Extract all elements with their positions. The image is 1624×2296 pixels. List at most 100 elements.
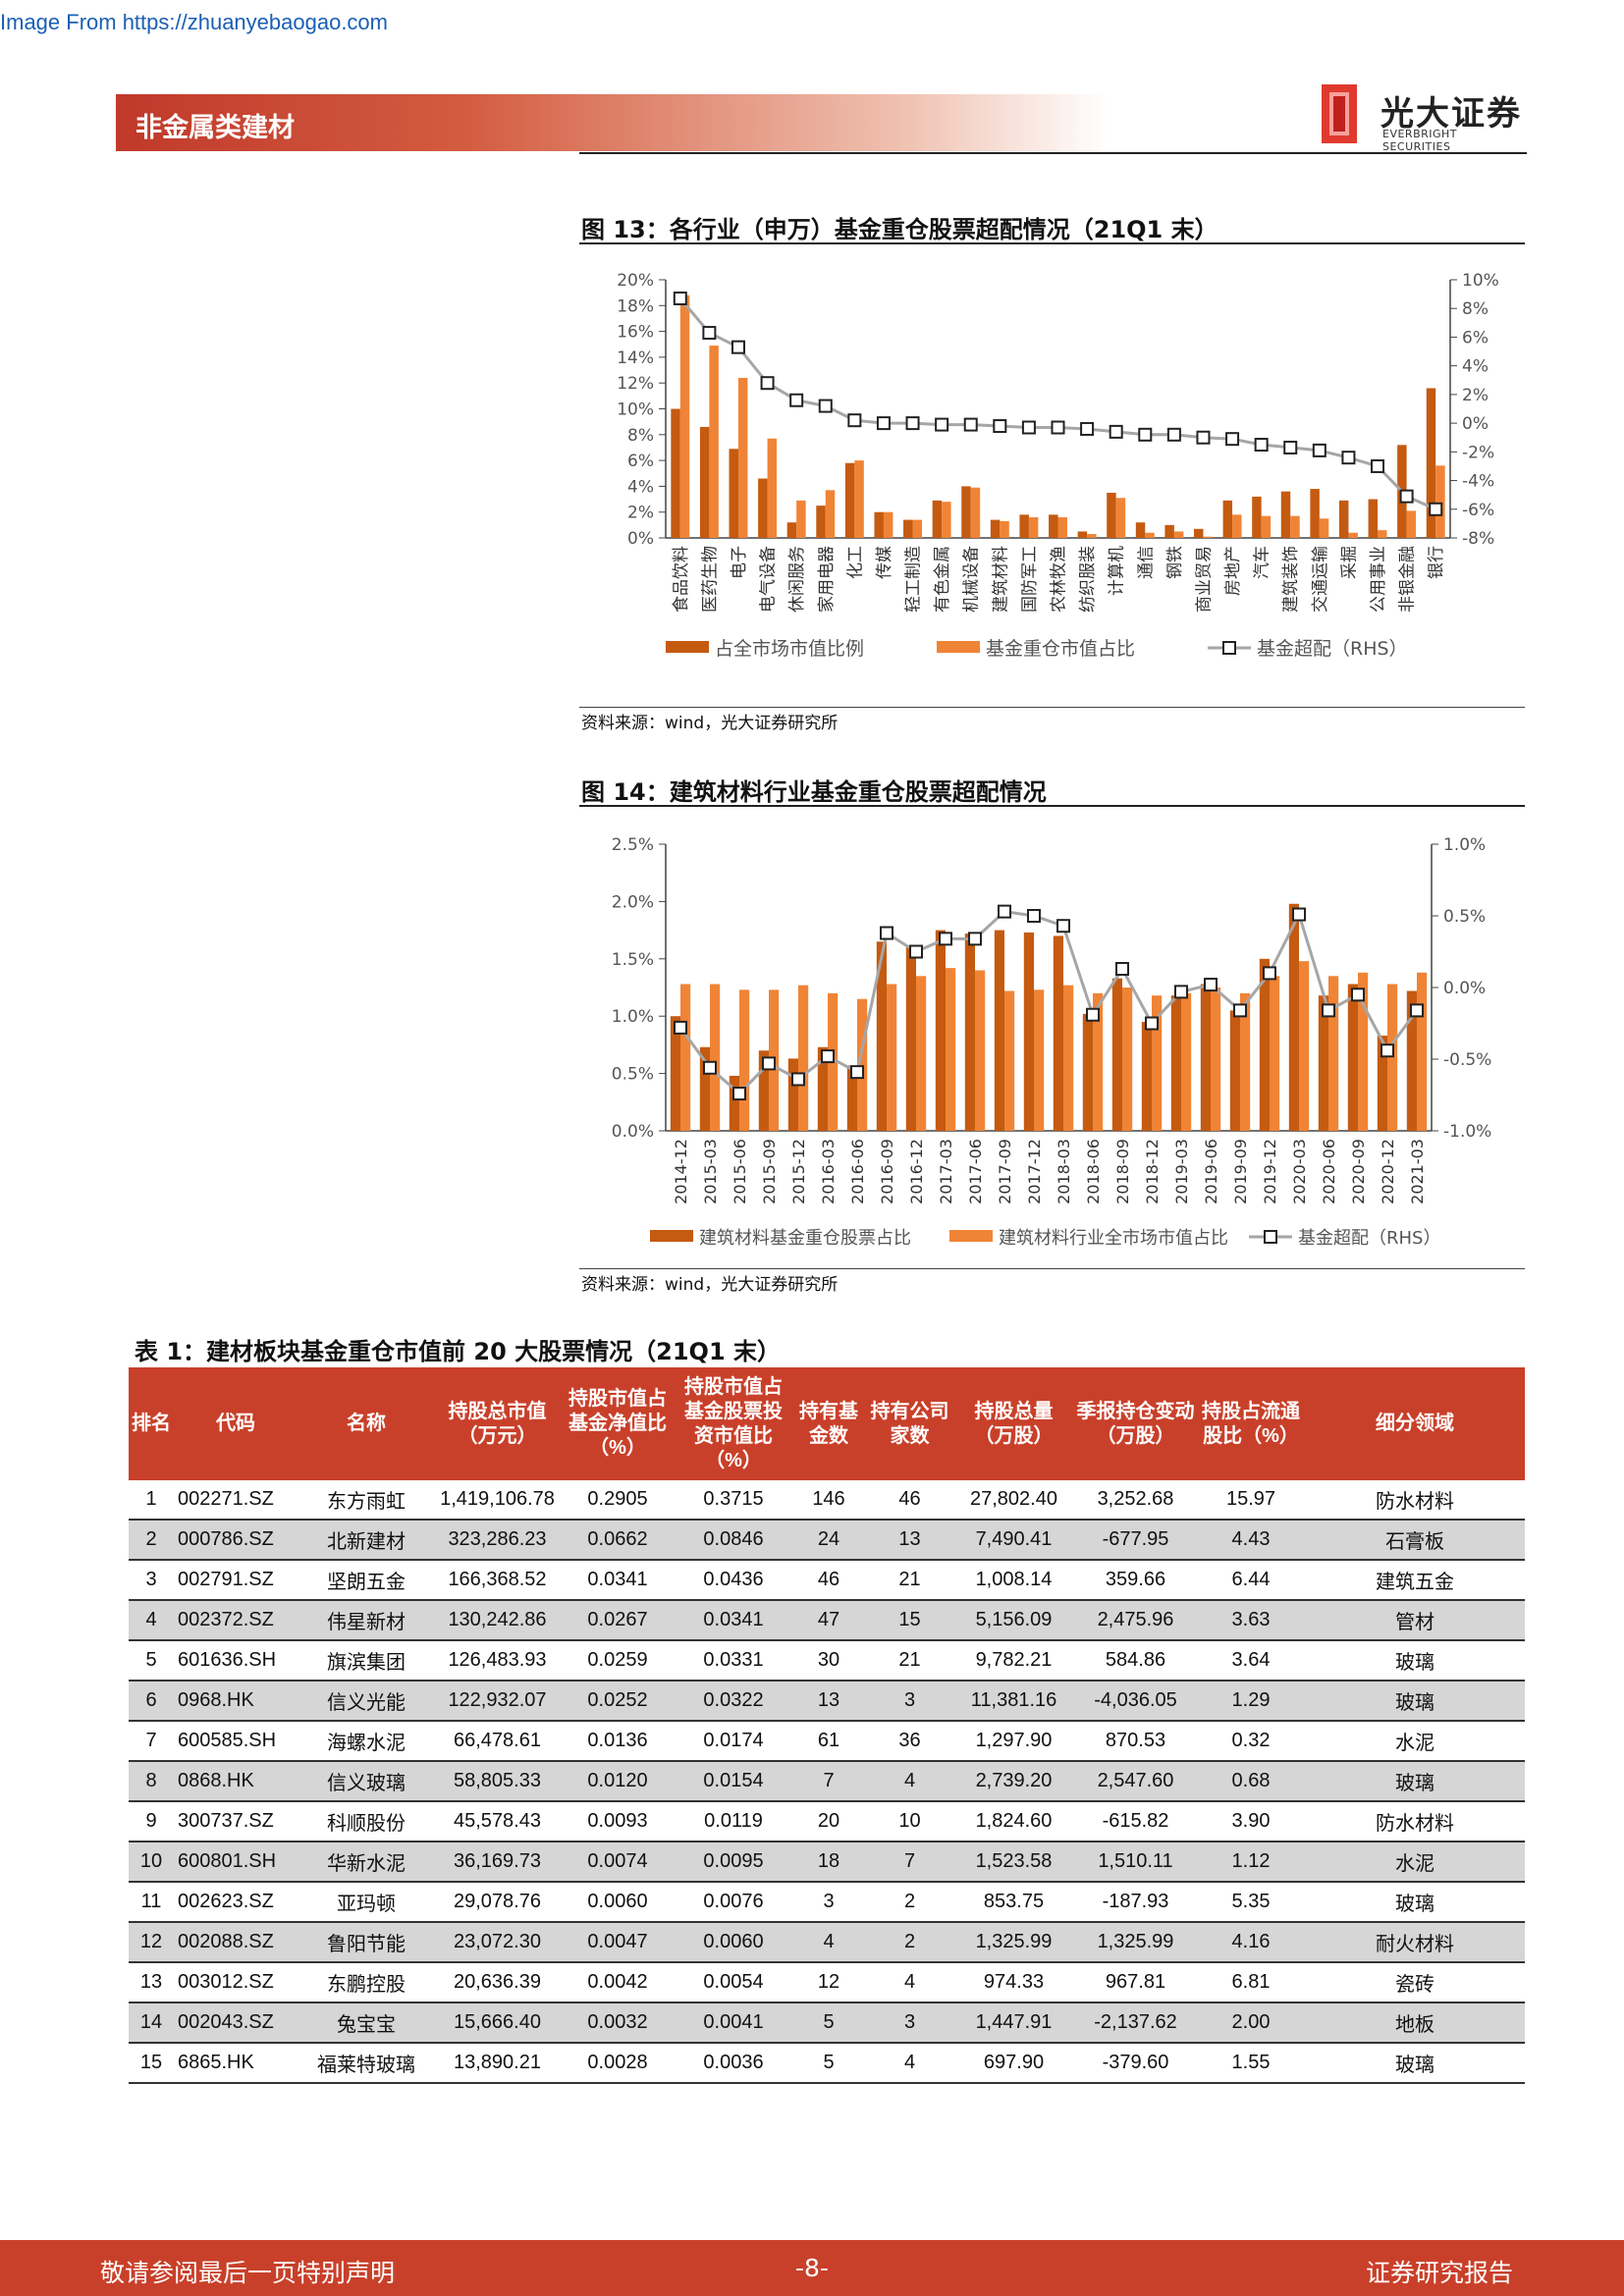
- table-cell: 防水材料: [1305, 1480, 1525, 1521]
- fig14-legend-label: 基金超配（RHS）: [1298, 1228, 1440, 1249]
- th-segment: 细分领域: [1305, 1367, 1525, 1480]
- fig13-right-tick-label: -4%: [1462, 472, 1494, 492]
- fig14-line-marker: [821, 1049, 835, 1064]
- table-cell: 300737.SZ: [174, 1801, 298, 1842]
- table-cell: 12: [129, 1922, 174, 1963]
- table-cell: 58,805.33: [435, 1761, 560, 1802]
- fig14-legend-swatch: [650, 1230, 693, 1242]
- fig14-category-label: 2019-12: [1261, 1139, 1279, 1204]
- table-cell: 13: [129, 1962, 174, 2003]
- fig13-bar-series2: [1057, 516, 1067, 538]
- fig14-bar-series2: [1004, 990, 1015, 1131]
- fig14-bar-series1: [1406, 990, 1417, 1131]
- table-cell: 1,824.60: [953, 1801, 1074, 1842]
- fig13-category-label: 建筑材料: [991, 546, 1010, 613]
- fig14-bar-series2: [1181, 992, 1192, 1131]
- fig13-legend-marker: [1222, 641, 1236, 655]
- fig14-line-marker: [762, 1056, 776, 1071]
- table-cell: 防水材料: [1305, 1801, 1525, 1842]
- fig13-category-label: 汽车: [1253, 546, 1272, 579]
- fig14-bar-series1: [1347, 984, 1358, 1131]
- table-row: 4 002372.SZ 伟星新材 130,242.86 0.0267 0.0341 47 15…: [129, 1600, 1525, 1641]
- section-header-bar: 非金属类建材: [116, 94, 1108, 151]
- fig14-line-marker: [1115, 962, 1129, 977]
- page-number: -8-: [795, 2254, 829, 2282]
- fig14-category-label: 2016-03: [819, 1139, 838, 1204]
- table-cell: 853.75: [953, 1882, 1074, 1923]
- fig13-bar-series2: [1000, 520, 1009, 538]
- table-cell: -4,036.05: [1074, 1681, 1197, 1722]
- table-cell: 166,368.52: [435, 1560, 560, 1601]
- fig14-bar-series2: [1034, 989, 1045, 1131]
- table-cell: 0.0041: [676, 2002, 791, 2044]
- fig14-category-label: 2017-12: [1025, 1139, 1044, 1204]
- source-banner[interactable]: Image From https://zhuanyebaogao.com: [0, 10, 388, 34]
- table-cell: 2,475.96: [1074, 1600, 1197, 1641]
- table-cell: 584.86: [1074, 1640, 1197, 1682]
- fig14-bar-series1: [817, 1046, 828, 1131]
- table-row: 1 002271.SZ 东方雨虹 1,419,106.78 0.2905 0.3715 14…: [129, 1480, 1525, 1521]
- logo-en: EVERBRIGHT SECURITIES: [1382, 128, 1458, 153]
- fig13-bar-series1: [1164, 524, 1174, 538]
- fig14-bar-series2: [1387, 984, 1398, 1131]
- fig14-line-marker: [1056, 919, 1070, 934]
- fig14-right-tick-label: -1.0%: [1443, 1122, 1491, 1142]
- fig14-bar-series1: [1229, 1010, 1240, 1131]
- fig14-bar-series1: [1259, 958, 1270, 1131]
- table-cell: 002088.SZ: [174, 1922, 298, 1963]
- table-cell: 000786.SZ: [174, 1520, 298, 1561]
- table-cell: 2,739.20: [953, 1761, 1074, 1802]
- fig14-category-label: 2016-09: [878, 1139, 896, 1204]
- fig13-bar-series1: [1368, 499, 1379, 538]
- table-cell: 0.0331: [676, 1640, 791, 1682]
- table-cell: 0.0267: [560, 1600, 676, 1641]
- table-cell: 974.33: [953, 1962, 1074, 2003]
- fig14-bar-series1: [1053, 935, 1063, 1131]
- fig13-bar-series1: [729, 449, 738, 538]
- th-fund-count: 持有基金数: [791, 1367, 866, 1480]
- fig13-bar-series1: [758, 478, 768, 538]
- fig14-line-marker: [1174, 985, 1188, 999]
- table-cell: 东鹏控股: [298, 1962, 435, 2003]
- fig14-left-tick-label: 1.0%: [612, 1007, 654, 1027]
- fig14-right-tick-label: 0.5%: [1443, 907, 1486, 927]
- fig14-category-label: 2020-03: [1290, 1139, 1309, 1204]
- fig13-category-label: 轻工制造: [904, 546, 924, 613]
- table-cell: 1,447.91: [953, 2002, 1074, 2044]
- table-cell: 0.0341: [676, 1600, 791, 1641]
- table-cell: 1,523.58: [953, 1842, 1074, 1883]
- fig14-line-marker: [939, 932, 952, 946]
- fig13-bar-series1: [990, 519, 1001, 538]
- fig13-bar-series1: [1280, 491, 1291, 538]
- fig13-line-marker: [1371, 458, 1385, 473]
- fig13-bar-series2: [970, 487, 981, 538]
- table-cell: 002271.SZ: [174, 1480, 298, 1521]
- table-cell: 0.0060: [676, 1922, 791, 1963]
- header-rule: [579, 152, 1527, 154]
- table1-title: 表 1：建材板块基金重仓市值前 20 大股票情况（21Q1 末）: [135, 1338, 782, 1365]
- table-cell: 7: [866, 1842, 953, 1883]
- logo-cn: 光大证券: [1380, 94, 1522, 133]
- fig14-bar-series2: [975, 970, 986, 1131]
- fig14-bar-series1: [846, 1065, 857, 1131]
- table-cell: 36: [866, 1721, 953, 1762]
- table-cell: 0968.HK: [174, 1681, 298, 1722]
- table-cell: 0.0322: [676, 1681, 791, 1722]
- fig14-bar-series2: [798, 985, 809, 1131]
- table-cell: 967.81: [1074, 1962, 1197, 2003]
- fig13-line-marker: [673, 291, 687, 305]
- table-cell: 0.0060: [560, 1882, 676, 1923]
- fig14-left-tick-label: 0.0%: [612, 1122, 654, 1142]
- table-cell: 0.0154: [676, 1761, 791, 1802]
- fig14-line-marker: [1233, 1003, 1247, 1018]
- table-header-row: 排名 代码 名称 持股总市值（万元） 持股市值占基金净值比（%） 持股市值占基金…: [129, 1367, 1525, 1480]
- fig13-category-label: 机械设备: [962, 546, 982, 613]
- fig14-left-tick-label: 1.5%: [612, 950, 654, 970]
- table-row: 2 000786.SZ 北新建材 323,286.23 0.0662 0.0846 24 13…: [129, 1520, 1525, 1561]
- table-cell: 0.0036: [676, 2043, 791, 2084]
- fig14-line-marker: [1322, 1003, 1335, 1018]
- fig13-bar-series2: [1261, 515, 1272, 538]
- table-cell: 2: [129, 1520, 174, 1561]
- table-cell: 46: [791, 1560, 866, 1601]
- fig14-bar-series1: [1318, 995, 1328, 1131]
